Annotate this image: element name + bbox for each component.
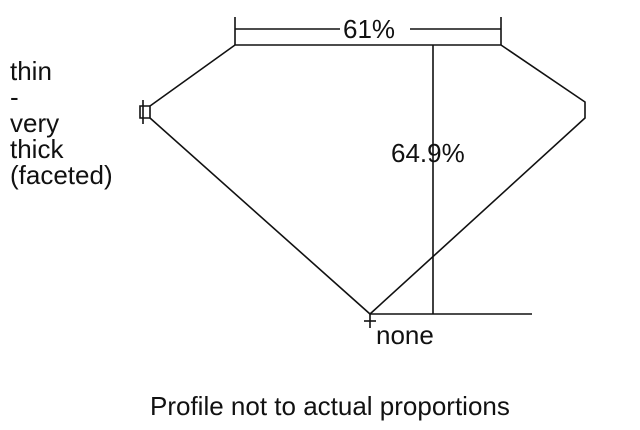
table-percentage: 61% [342, 14, 397, 44]
gem-outline [149, 44, 586, 316]
girdle-label: thin - very thick (faceted) [10, 58, 113, 188]
girdle-label-line: thin [10, 56, 52, 86]
girdle-label-line: (faceted) [10, 160, 113, 190]
girdle-label-line: - [10, 82, 19, 112]
girdle-box [139, 105, 150, 119]
caption: Profile not to actual proportions [150, 391, 510, 421]
girdle-label-line: thick [10, 134, 64, 164]
depth-percentage: 64.9% [391, 138, 465, 168]
girdle-label-line: very [10, 108, 60, 138]
culet-label: none [376, 320, 434, 350]
